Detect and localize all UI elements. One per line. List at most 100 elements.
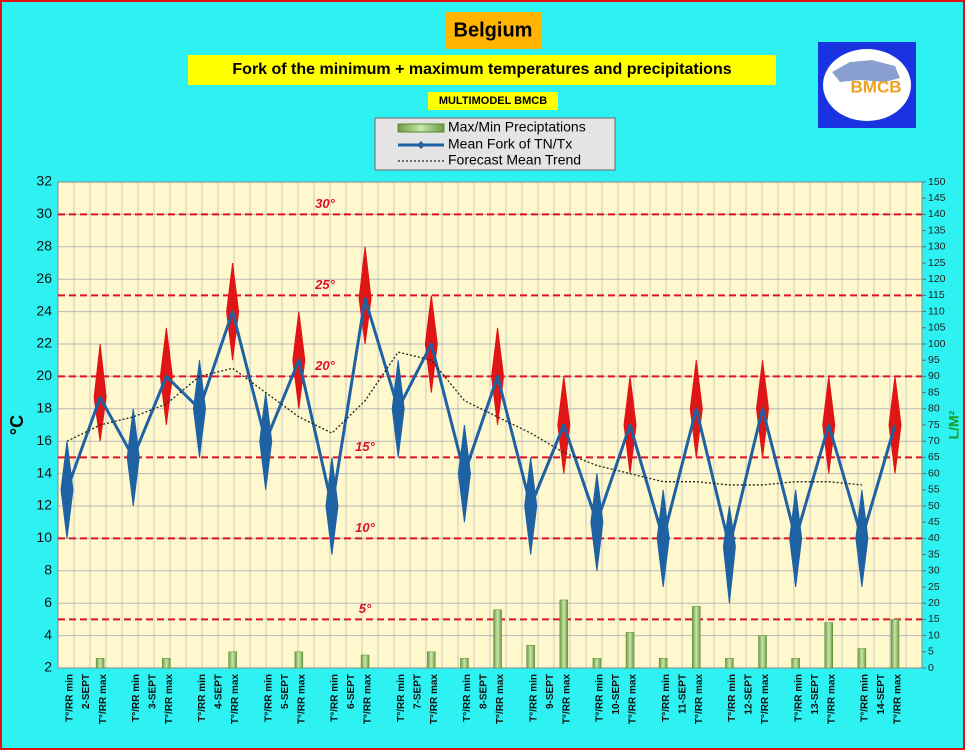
x-tick-label: T°/RR min — [263, 674, 274, 722]
y2-tick-label: 145 — [928, 192, 946, 204]
y2-tick-label: 110 — [928, 305, 945, 317]
y-tick-label: 8 — [44, 562, 52, 578]
reference-label: 10° — [355, 520, 375, 535]
x-day-label: 12-SEPT — [744, 674, 755, 715]
bar — [493, 609, 502, 669]
y2-tick-label: 95 — [928, 354, 940, 366]
x-tick-label: T°/RR max — [694, 674, 705, 725]
reference-label: 15° — [355, 439, 375, 454]
x-day-label: 4-SEPT — [214, 674, 225, 709]
y2-tick-label: 115 — [928, 289, 945, 301]
y2-tick-label: 55 — [928, 484, 940, 496]
title-box — [445, 12, 541, 49]
y2-tick-label: 105 — [928, 322, 946, 334]
y2-tick-label: 150 — [928, 176, 946, 188]
y2-tick-label: 20 — [928, 597, 940, 609]
bar — [360, 654, 370, 669]
y2-tick-label: 30 — [928, 565, 940, 577]
bar — [294, 651, 304, 669]
x-tick-label: T°/RR max — [760, 674, 771, 725]
bar — [625, 632, 635, 669]
bar — [857, 648, 867, 669]
bar — [559, 599, 569, 669]
y-tick-label: 14 — [36, 464, 52, 480]
bar — [162, 658, 171, 669]
bar — [592, 658, 602, 669]
y2-tick-label: 85 — [928, 386, 940, 398]
y-tick-label: 2 — [44, 659, 52, 675]
subtitle-box — [188, 55, 776, 85]
y2-axis-label: L/M² — [946, 410, 962, 439]
x-day-label: 7-SEPT — [412, 674, 423, 709]
legend-swatch — [397, 123, 445, 133]
x-day-label: 14-SEPT — [876, 674, 887, 715]
x-tick-label: T°/RR min — [661, 674, 672, 722]
x-day-label: 10-SEPT — [611, 674, 622, 715]
fork — [60, 441, 74, 539]
trend-line — [66, 351, 862, 486]
y-tick-label: 32 — [36, 173, 52, 189]
reference-label: 25° — [314, 277, 335, 292]
bar — [890, 619, 900, 669]
x-tick-label: T°/RR min — [65, 674, 76, 722]
x-tick-label: T°/RR min — [330, 674, 341, 722]
y-tick-label: 20 — [36, 367, 52, 383]
x-tick-label: T°/RR max — [230, 674, 241, 725]
y2-tick-label: 120 — [928, 273, 946, 285]
y2-tick-label: 65 — [928, 451, 940, 463]
y-tick-label: 28 — [36, 238, 52, 254]
y-tick-label: 12 — [36, 497, 52, 513]
x-tick-label: T°/RR min — [793, 674, 804, 722]
reference-label: 20° — [314, 358, 335, 373]
y-tick-label: 6 — [44, 594, 52, 610]
logo-text: BMCB — [851, 77, 902, 96]
y2-tick-label: 15 — [928, 613, 940, 625]
x-tick-label: T°/RR min — [462, 674, 473, 722]
y2-tick-label: 135 — [928, 224, 946, 236]
y2-tick-label: 80 — [928, 403, 940, 415]
y2-tick-label: 140 — [928, 208, 946, 220]
y2-tick-label: 70 — [928, 435, 940, 447]
legend-label: Max/Min Preciptations — [448, 119, 586, 135]
x-tick-label: T°/RR max — [826, 674, 837, 725]
x-day-label: 2-SEPT — [81, 674, 92, 709]
x-day-label: 13-SEPT — [810, 674, 821, 715]
y2-tick-label: 5 — [928, 646, 934, 658]
x-tick-label: T°/RR min — [396, 674, 407, 722]
x-day-label: 9-SEPT — [545, 674, 556, 709]
bar — [658, 658, 668, 669]
x-tick-label: T°/RR max — [893, 674, 904, 725]
bar — [95, 658, 105, 669]
bar — [692, 606, 701, 669]
x-tick-label: T°/RR min — [595, 674, 606, 722]
y-tick-label: 10 — [36, 529, 52, 545]
legend-label: Mean Fork of TN/Tx — [448, 136, 572, 152]
y-tick-label: 24 — [36, 302, 52, 318]
x-day-label: 3-SEPT — [147, 674, 158, 709]
x-day-label: 6-SEPT — [346, 674, 357, 709]
bar — [228, 651, 237, 669]
plot-border — [57, 181, 923, 669]
y-tick-label: 4 — [44, 626, 52, 642]
y2-tick-label: 50 — [928, 500, 940, 512]
x-tick-label: T°/RR max — [296, 674, 307, 725]
reference-label: 30° — [315, 196, 335, 211]
x-tick-label: T°/RR min — [197, 674, 208, 722]
x-tick-label: T°/RR max — [495, 674, 506, 725]
legend-swatch — [417, 141, 425, 149]
x-tick-label: T°/RR min — [727, 674, 738, 722]
y2-tick-label: 100 — [928, 338, 946, 350]
chart-subtitle: Fork of the minimum + maximum temperatur… — [232, 61, 731, 78]
y2-tick-label: 35 — [928, 548, 940, 560]
x-tick-label: T°/RR min — [860, 674, 871, 722]
y2-tick-label: 90 — [928, 370, 940, 382]
fork — [93, 343, 107, 442]
x-tick-label: T°/RR min — [131, 674, 142, 722]
bar — [526, 645, 535, 669]
y-tick-label: 30 — [36, 205, 52, 221]
x-day-label: 5-SEPT — [280, 674, 291, 709]
y-tick-label: 16 — [36, 432, 52, 448]
bar — [427, 651, 436, 669]
x-tick-label: T°/RR max — [561, 674, 572, 725]
